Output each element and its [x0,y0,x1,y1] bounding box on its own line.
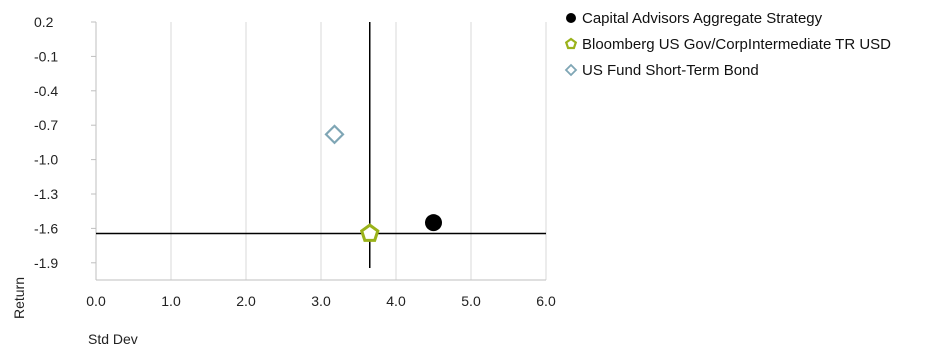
x-tick-label: 0.0 [86,293,106,309]
x-tick-label: 6.0 [536,293,556,309]
y-tick-label: -0.4 [34,83,58,99]
y-tick-label: 0.2 [34,14,54,30]
y-tick-label: -1.6 [34,220,58,236]
legend-label-us-fund-short-term-bond: US Fund Short-Term Bond [582,62,759,79]
y-tick-label: -0.1 [34,48,58,64]
data-point-capital-advisors-aggregate-strategy [425,214,442,232]
legend: Capital Advisors Aggregate Strategy Bloom… [564,10,891,79]
legend-marker-us-fund-short-term-bond [564,63,578,77]
legend-marker-bloomberg-us-gov-corpintermediate-tr-usd [564,37,578,50]
legend-label-bloomberg-us-gov-corpintermediate-tr-usd: Bloomberg US Gov/CorpIntermediate TR USD [582,36,891,53]
y-axis-label: Return [11,277,27,319]
y-tick-label: -0.7 [34,117,58,133]
x-tick-label: 5.0 [461,293,481,309]
x-tick-label: 3.0 [311,293,331,309]
x-axis-label: Std Dev [88,331,138,347]
x-tick-label: 1.0 [161,293,181,309]
y-tick-label: -1.9 [34,255,58,271]
y-tick-label: -1.0 [34,152,58,168]
legend-marker-capital-advisors-aggregate-strategy [566,13,576,23]
data-point-bloomberg-us-gov-corpintermediate-tr-usd [359,223,380,242]
y-tick-labels: 0.2 -0.1 -0.4 -0.7 -1.0 -1.3 -1.6 -1.9 [34,14,58,271]
x-tick-label: 4.0 [386,293,406,309]
data-point-us-fund-short-term-bond [324,124,345,145]
grid-lines [170,22,547,280]
x-tick-labels: 0.0 1.0 2.0 3.0 4.0 5.0 6.0 [86,293,556,309]
x-tick-label: 2.0 [236,293,256,309]
data-points [324,124,442,242]
legend-label-capital-advisors-aggregate-strategy: Capital Advisors Aggregate Strategy [582,10,823,27]
y-tick-label: -1.3 [34,186,58,202]
plot-axes [91,21,546,281]
